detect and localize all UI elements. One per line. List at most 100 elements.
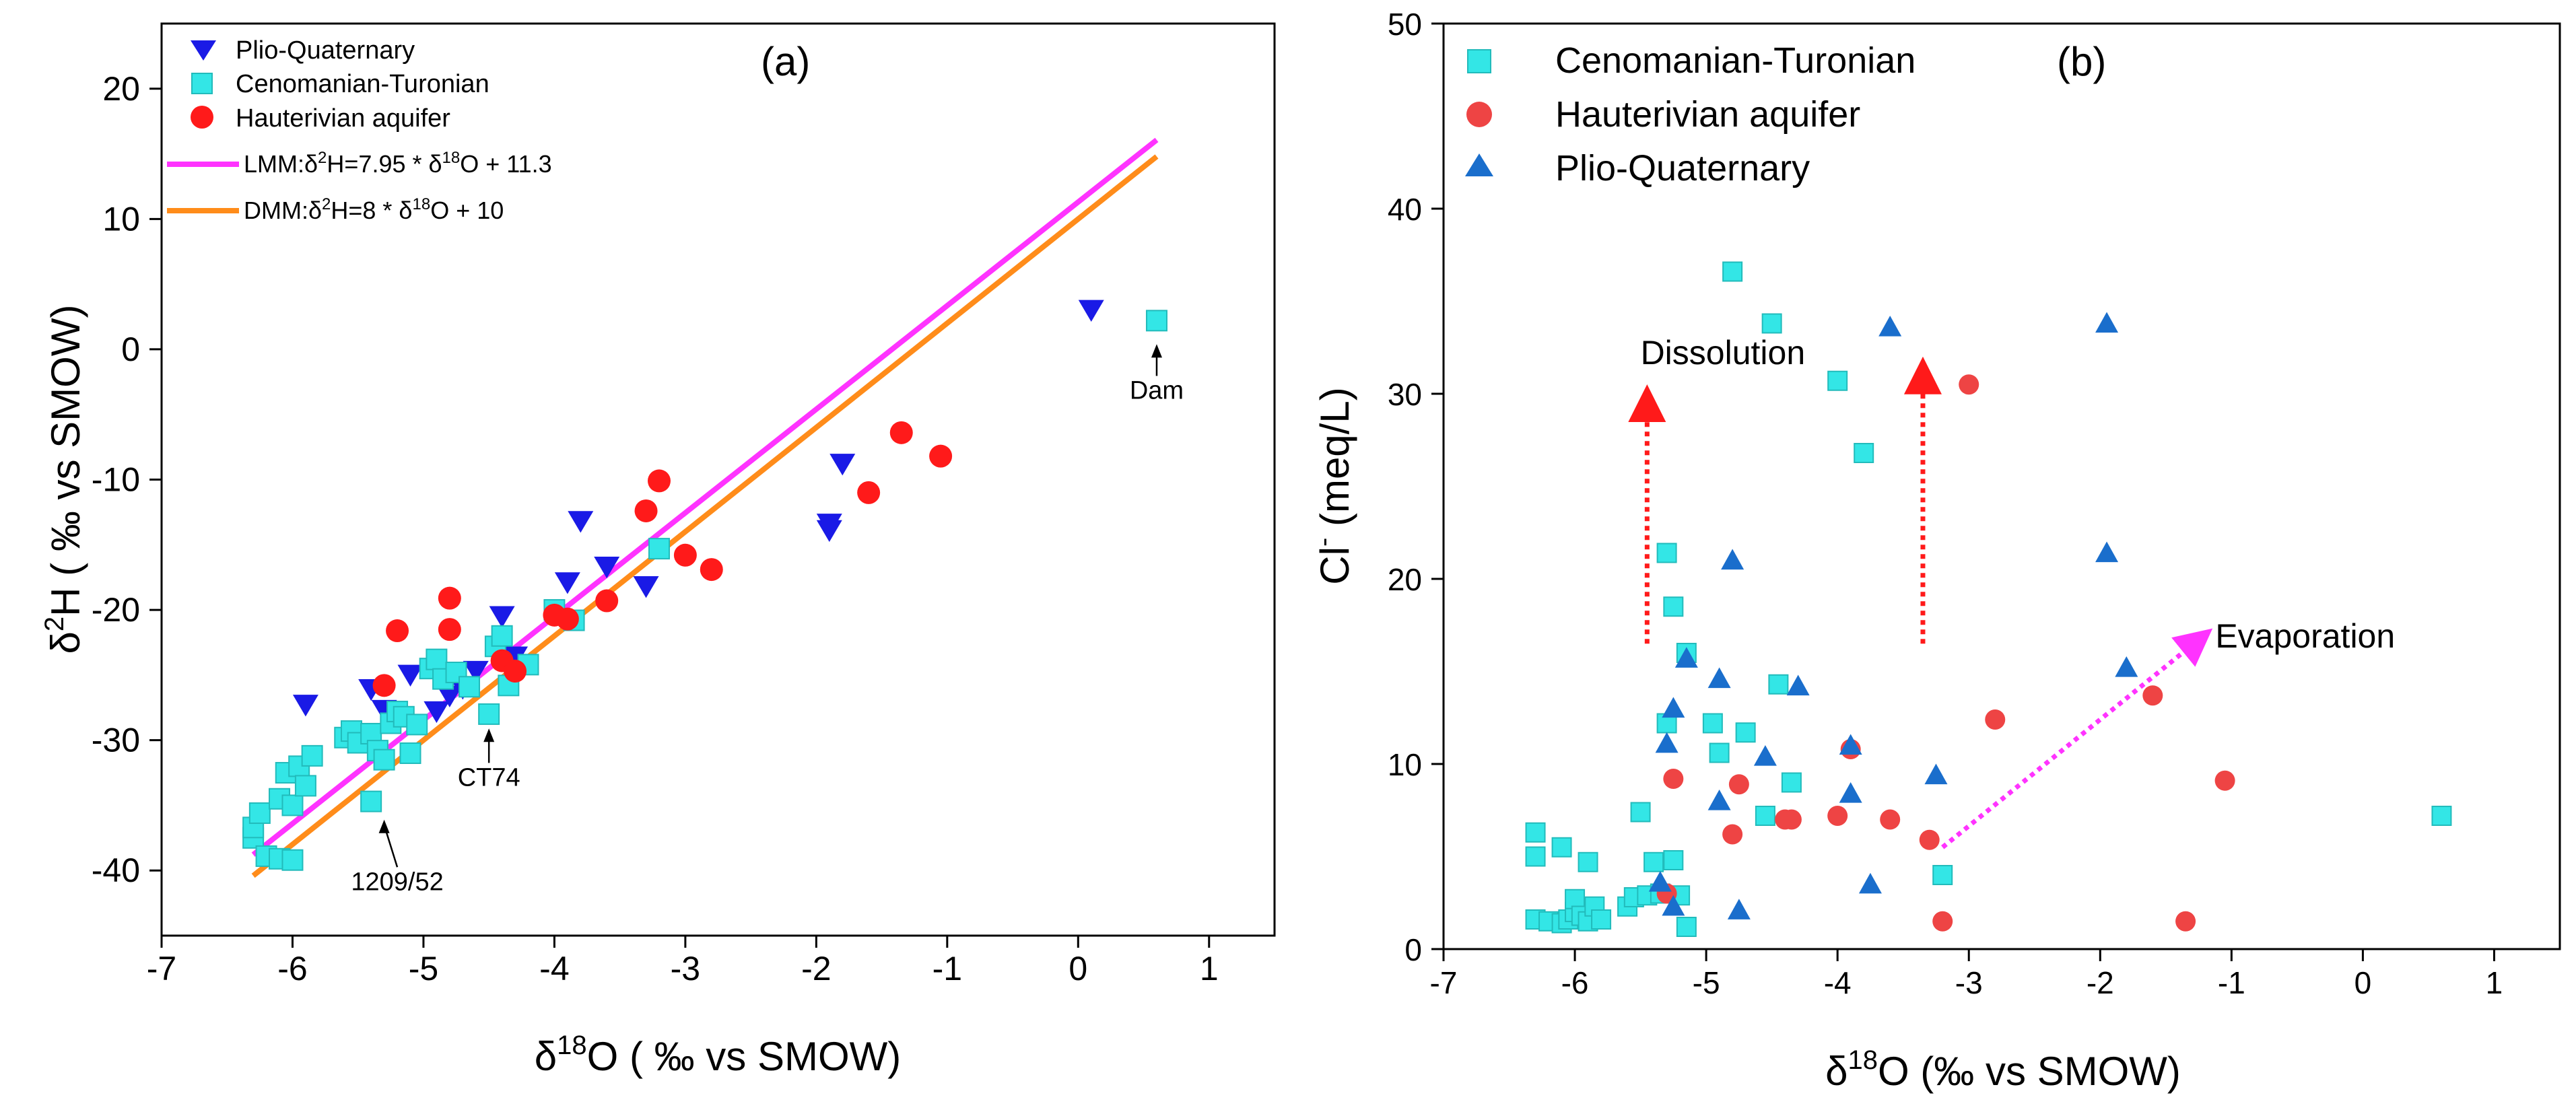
x-tick-label: -4 [539, 950, 569, 987]
point-plio-quaternary [1786, 674, 1810, 696]
point-cenomanian-turonian [426, 648, 448, 670]
point-hauterivian-aquifer [1959, 374, 1979, 395]
panel-a-label: (a) [761, 39, 810, 84]
point-plio-quaternary [633, 576, 659, 598]
point-hauterivian-aquifer [372, 674, 396, 697]
x-tick-label: -6 [1561, 965, 1589, 1000]
point-hauterivian-aquifer [889, 421, 913, 444]
legend-item-hauterivian: Hauterivian aquifer [191, 104, 450, 133]
point-cenomanian-turonian [1551, 837, 1572, 858]
point-hauterivian-aquifer [700, 558, 723, 582]
panel-b-label: (b) [2057, 39, 2106, 84]
x-tick-label: 1 [2486, 965, 2503, 1000]
point-cenomanian-turonian [478, 703, 500, 725]
point-cenomanian-turonian [347, 732, 369, 754]
point-plio-quaternary [1924, 763, 1948, 785]
point-cenomanian-turonian [459, 676, 481, 698]
point-cenomanian-turonian [1591, 909, 1612, 930]
point-plio-quaternary [463, 660, 489, 683]
regression-line-lmm [251, 137, 1159, 857]
point-cenomanian-turonian [1656, 543, 1677, 563]
y-tick-label: 50 [1388, 7, 1422, 42]
x-tick-label: -4 [1824, 965, 1852, 1000]
y-tick-label: 0 [1404, 932, 1422, 967]
point-cenomanian-turonian [1663, 850, 1684, 870]
x-tick-label: -5 [409, 950, 438, 987]
point-hauterivian-aquifer [647, 469, 671, 493]
x-tick-label: -2 [2087, 965, 2114, 1000]
point-plio-quaternary [1707, 667, 1731, 689]
point-plio-quaternary [1648, 871, 1672, 892]
x-tick-label: -5 [1693, 965, 1720, 1000]
point-plio-quaternary [1839, 734, 1862, 755]
point-cenomanian-turonian [1932, 865, 1953, 885]
point-cenomanian-turonian [1676, 917, 1697, 937]
point-plio-quaternary [816, 514, 842, 536]
annotation-dam: Dam [1130, 376, 1184, 405]
x-tick-label: -7 [1430, 965, 1458, 1000]
annotation-arrowhead-1209-52 [378, 819, 390, 833]
point-cenomanian-turonian [1761, 313, 1782, 334]
point-cenomanian-turonian [1781, 772, 1802, 793]
legend-b-marker-triangle-up [1465, 153, 1493, 176]
point-cenomanian-turonian [1854, 443, 1874, 463]
point-hauterivian-aquifer [1663, 769, 1684, 789]
legend-item-cenomanian-turonian: Cenomanian-Turonian [191, 70, 489, 98]
point-plio-quaternary [2115, 656, 2138, 677]
point-cenomanian-turonian [1643, 851, 1664, 872]
point-plio-quaternary [1839, 782, 1862, 803]
panel-a-x-axis-title: δ18O ( ‰ vs SMOW) [535, 1031, 902, 1079]
legend-b-marker-circle [1466, 102, 1492, 127]
point-cenomanian-turonian [1663, 596, 1684, 617]
y-tick-label: 20 [1388, 562, 1422, 597]
point-hauterivian-aquifer [857, 481, 881, 504]
point-hauterivian-aquifer [438, 618, 461, 641]
point-hauterivian-aquifer [595, 589, 619, 613]
y-tick-label: 10 [102, 200, 140, 238]
point-cenomanian-turonian [406, 713, 428, 736]
annotation-evaporation: Evaporation [2215, 617, 2395, 655]
annotation-ct74: CT74 [458, 763, 520, 792]
annotation-arrowhead-ct74 [483, 728, 495, 742]
legend-b-item-cenomanian-turonian: Cenomanian-Turonian [1467, 40, 1916, 81]
point-cenomanian-turonian [294, 775, 316, 797]
point-plio-quaternary [2095, 541, 2119, 563]
point-cenomanian-turonian [1768, 674, 1789, 695]
point-hauterivian-aquifer [386, 619, 409, 643]
y-tick-label: -40 [92, 851, 140, 889]
point-plio-quaternary [1721, 549, 1744, 570]
legend-b-marker-square [1467, 49, 1491, 73]
point-plio-quaternary [568, 511, 594, 533]
point-plio-quaternary [554, 572, 580, 594]
point-plio-quaternary [397, 664, 423, 687]
x-tick-label: 1 [1200, 950, 1219, 987]
point-plio-quaternary [292, 695, 318, 717]
point-hauterivian-aquifer [929, 444, 953, 468]
point-cenomanian-turonian [1755, 806, 1775, 826]
legend-item-dmm: DMM:δ2H=8 * δ18O + 10 [167, 195, 504, 224]
legend-item-lmm: LMM:δ2H=7.95 * δ18O + 11.3 [167, 149, 552, 178]
y-tick-label: -30 [92, 722, 140, 759]
panel-a-y-axis-title: δ2H ( ‰ vs SMOW) [40, 305, 88, 654]
point-plio-quaternary [1674, 647, 1698, 668]
y-tick-label: -10 [92, 461, 140, 499]
point-cenomanian-turonian [1709, 742, 1730, 763]
panel-b-x-axis-title: δ18O (‰ vs SMOW) [1825, 1045, 2181, 1094]
y-tick-label: 30 [1388, 377, 1422, 412]
legend-marker-square [191, 73, 213, 94]
point-cenomanian-turonian [1702, 713, 1723, 734]
point-plio-quaternary [1727, 899, 1751, 919]
panel-b-y-axis-title: Cl- (meq/L) [1309, 387, 1357, 584]
point-plio-quaternary [489, 606, 515, 628]
point-plio-quaternary [1858, 872, 1882, 894]
point-plio-quaternary [1878, 316, 1902, 337]
point-plio-quaternary [594, 556, 620, 579]
point-cenomanian-turonian [1722, 261, 1743, 282]
point-plio-quaternary [1707, 790, 1731, 810]
legend-item-plio-quaternary: Plio-Quaternary [191, 36, 415, 65]
point-cenomanian-turonian [1578, 851, 1598, 872]
legend-marker-circle [191, 106, 213, 129]
panel-b-plot-frame [1442, 22, 2561, 950]
point-cenomanian-turonian [1525, 822, 1546, 843]
point-plio-quaternary [423, 701, 450, 724]
